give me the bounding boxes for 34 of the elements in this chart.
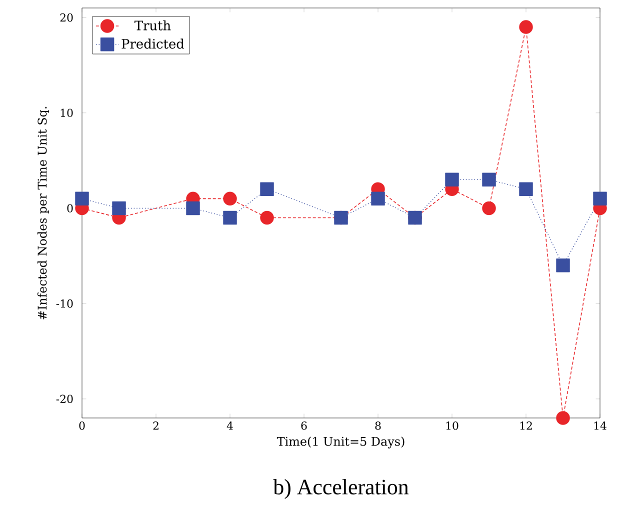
x-tick-label: 14 (594, 422, 606, 430)
point (260, 210, 274, 225)
y-axis-title: #Infected Nodes per Time Unit Sq. (37, 106, 50, 320)
x-tick-label: 2 (153, 422, 158, 430)
legend-label: Predicted (122, 38, 184, 49)
x-tick-label: 4 (226, 422, 233, 430)
y-tick-label: 10 (60, 108, 73, 118)
y-tick-label: 0 (67, 204, 73, 212)
point (519, 182, 533, 196)
point (223, 192, 237, 206)
point (519, 20, 533, 34)
x-tick-label: 12 (520, 422, 532, 430)
point (223, 210, 237, 225)
point (482, 201, 496, 216)
point (593, 192, 607, 206)
text: b) Acceleration (273, 479, 409, 499)
x-tick-label: 8 (375, 422, 381, 430)
y-tick-label: -10 (56, 299, 73, 308)
point (112, 201, 126, 216)
point (556, 258, 570, 272)
point (75, 192, 89, 206)
y-tick-label: -20 (56, 394, 73, 404)
x-tick-label: 6 (301, 422, 307, 430)
legend-label: Truth (134, 20, 171, 30)
x-axis-title: Time(1 Unit=5 Days) (276, 436, 404, 448)
point (556, 411, 570, 425)
point (482, 172, 496, 186)
point (445, 172, 459, 186)
point (371, 192, 385, 206)
point (260, 182, 274, 196)
x-tick-label: 10 (446, 422, 458, 430)
point (186, 201, 200, 216)
y-tick-label: 20 (60, 13, 73, 22)
x-tick-label: 0 (79, 422, 85, 430)
